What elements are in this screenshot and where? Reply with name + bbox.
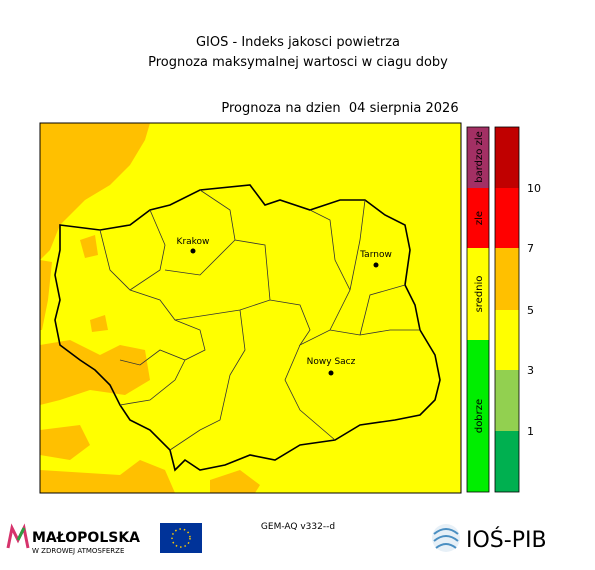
- title: GIOS - Indeks jakosci powietrza: [196, 35, 400, 50]
- city-label: Tarnow: [359, 250, 392, 260]
- orange-area: [40, 460, 175, 493]
- footer: MAŁOPOLSKA W ZDROWEJ ATMOSFERZE GEM-AQ v…: [6, 522, 547, 555]
- city-dot: [373, 262, 379, 268]
- scale-frame: [494, 126, 520, 493]
- scale-segment: [495, 248, 519, 310]
- scale-segment: [495, 188, 519, 248]
- subtitle: Prognoza maksymalnej wartosci w ciagu do…: [148, 55, 448, 70]
- region-border: [54, 184, 441, 472]
- city-label: Nowy Sacz: [307, 357, 356, 367]
- logo-left-sub: W ZDROWEJ ATMOSFERZE: [32, 547, 124, 555]
- scale-segment: [495, 431, 519, 492]
- map: Krakow Tarnow Nowy Sacz: [39, 122, 462, 494]
- category-label: bardzo zle: [474, 131, 485, 182]
- date-label: Prognoza na dzien 04 sierpnia 2026: [221, 101, 458, 116]
- city-dot: [190, 248, 196, 254]
- orange-area: [40, 425, 90, 460]
- model-label: GEM-AQ v332--d: [261, 522, 335, 532]
- scale-segment: [495, 370, 519, 431]
- color-scale: 10 7 5 3 1: [494, 126, 541, 493]
- city-dot: [328, 370, 334, 376]
- eu-stars: [171, 528, 191, 548]
- scale-label: 5: [527, 304, 534, 317]
- scale-label: 3: [527, 364, 534, 377]
- city-label: Krakow: [177, 237, 210, 247]
- scale-segment: [495, 127, 519, 188]
- category-label: dobrze: [474, 399, 485, 433]
- category-segment: [467, 188, 489, 248]
- scale-label: 1: [527, 425, 534, 438]
- category-bar: bardzo zle zle srednio dobrze: [466, 126, 490, 493]
- map-frame: [39, 122, 462, 494]
- category-frame: [466, 126, 490, 493]
- logo-icon: [433, 528, 459, 549]
- scale-label: 7: [527, 242, 534, 255]
- eu-flag: [160, 523, 202, 553]
- orange-area: [210, 470, 260, 493]
- orange-area: [40, 340, 150, 405]
- scale-segment: [495, 310, 519, 370]
- orange-area: [90, 315, 108, 332]
- scale-label: 10: [527, 182, 541, 195]
- category-segment: [467, 127, 489, 188]
- district-borders: [99, 189, 420, 451]
- logo-left: MAŁOPOLSKA: [32, 530, 140, 546]
- category-label: srednio: [474, 276, 485, 313]
- logo-icon: [16, 527, 26, 541]
- orange-area: [80, 235, 98, 258]
- category-segment: [467, 248, 489, 340]
- category-label: zle: [474, 211, 485, 225]
- orange-area: [40, 123, 150, 260]
- logo-right: IOŚ-PIB: [466, 527, 547, 553]
- orange-area: [40, 260, 52, 330]
- category-segment: [467, 340, 489, 492]
